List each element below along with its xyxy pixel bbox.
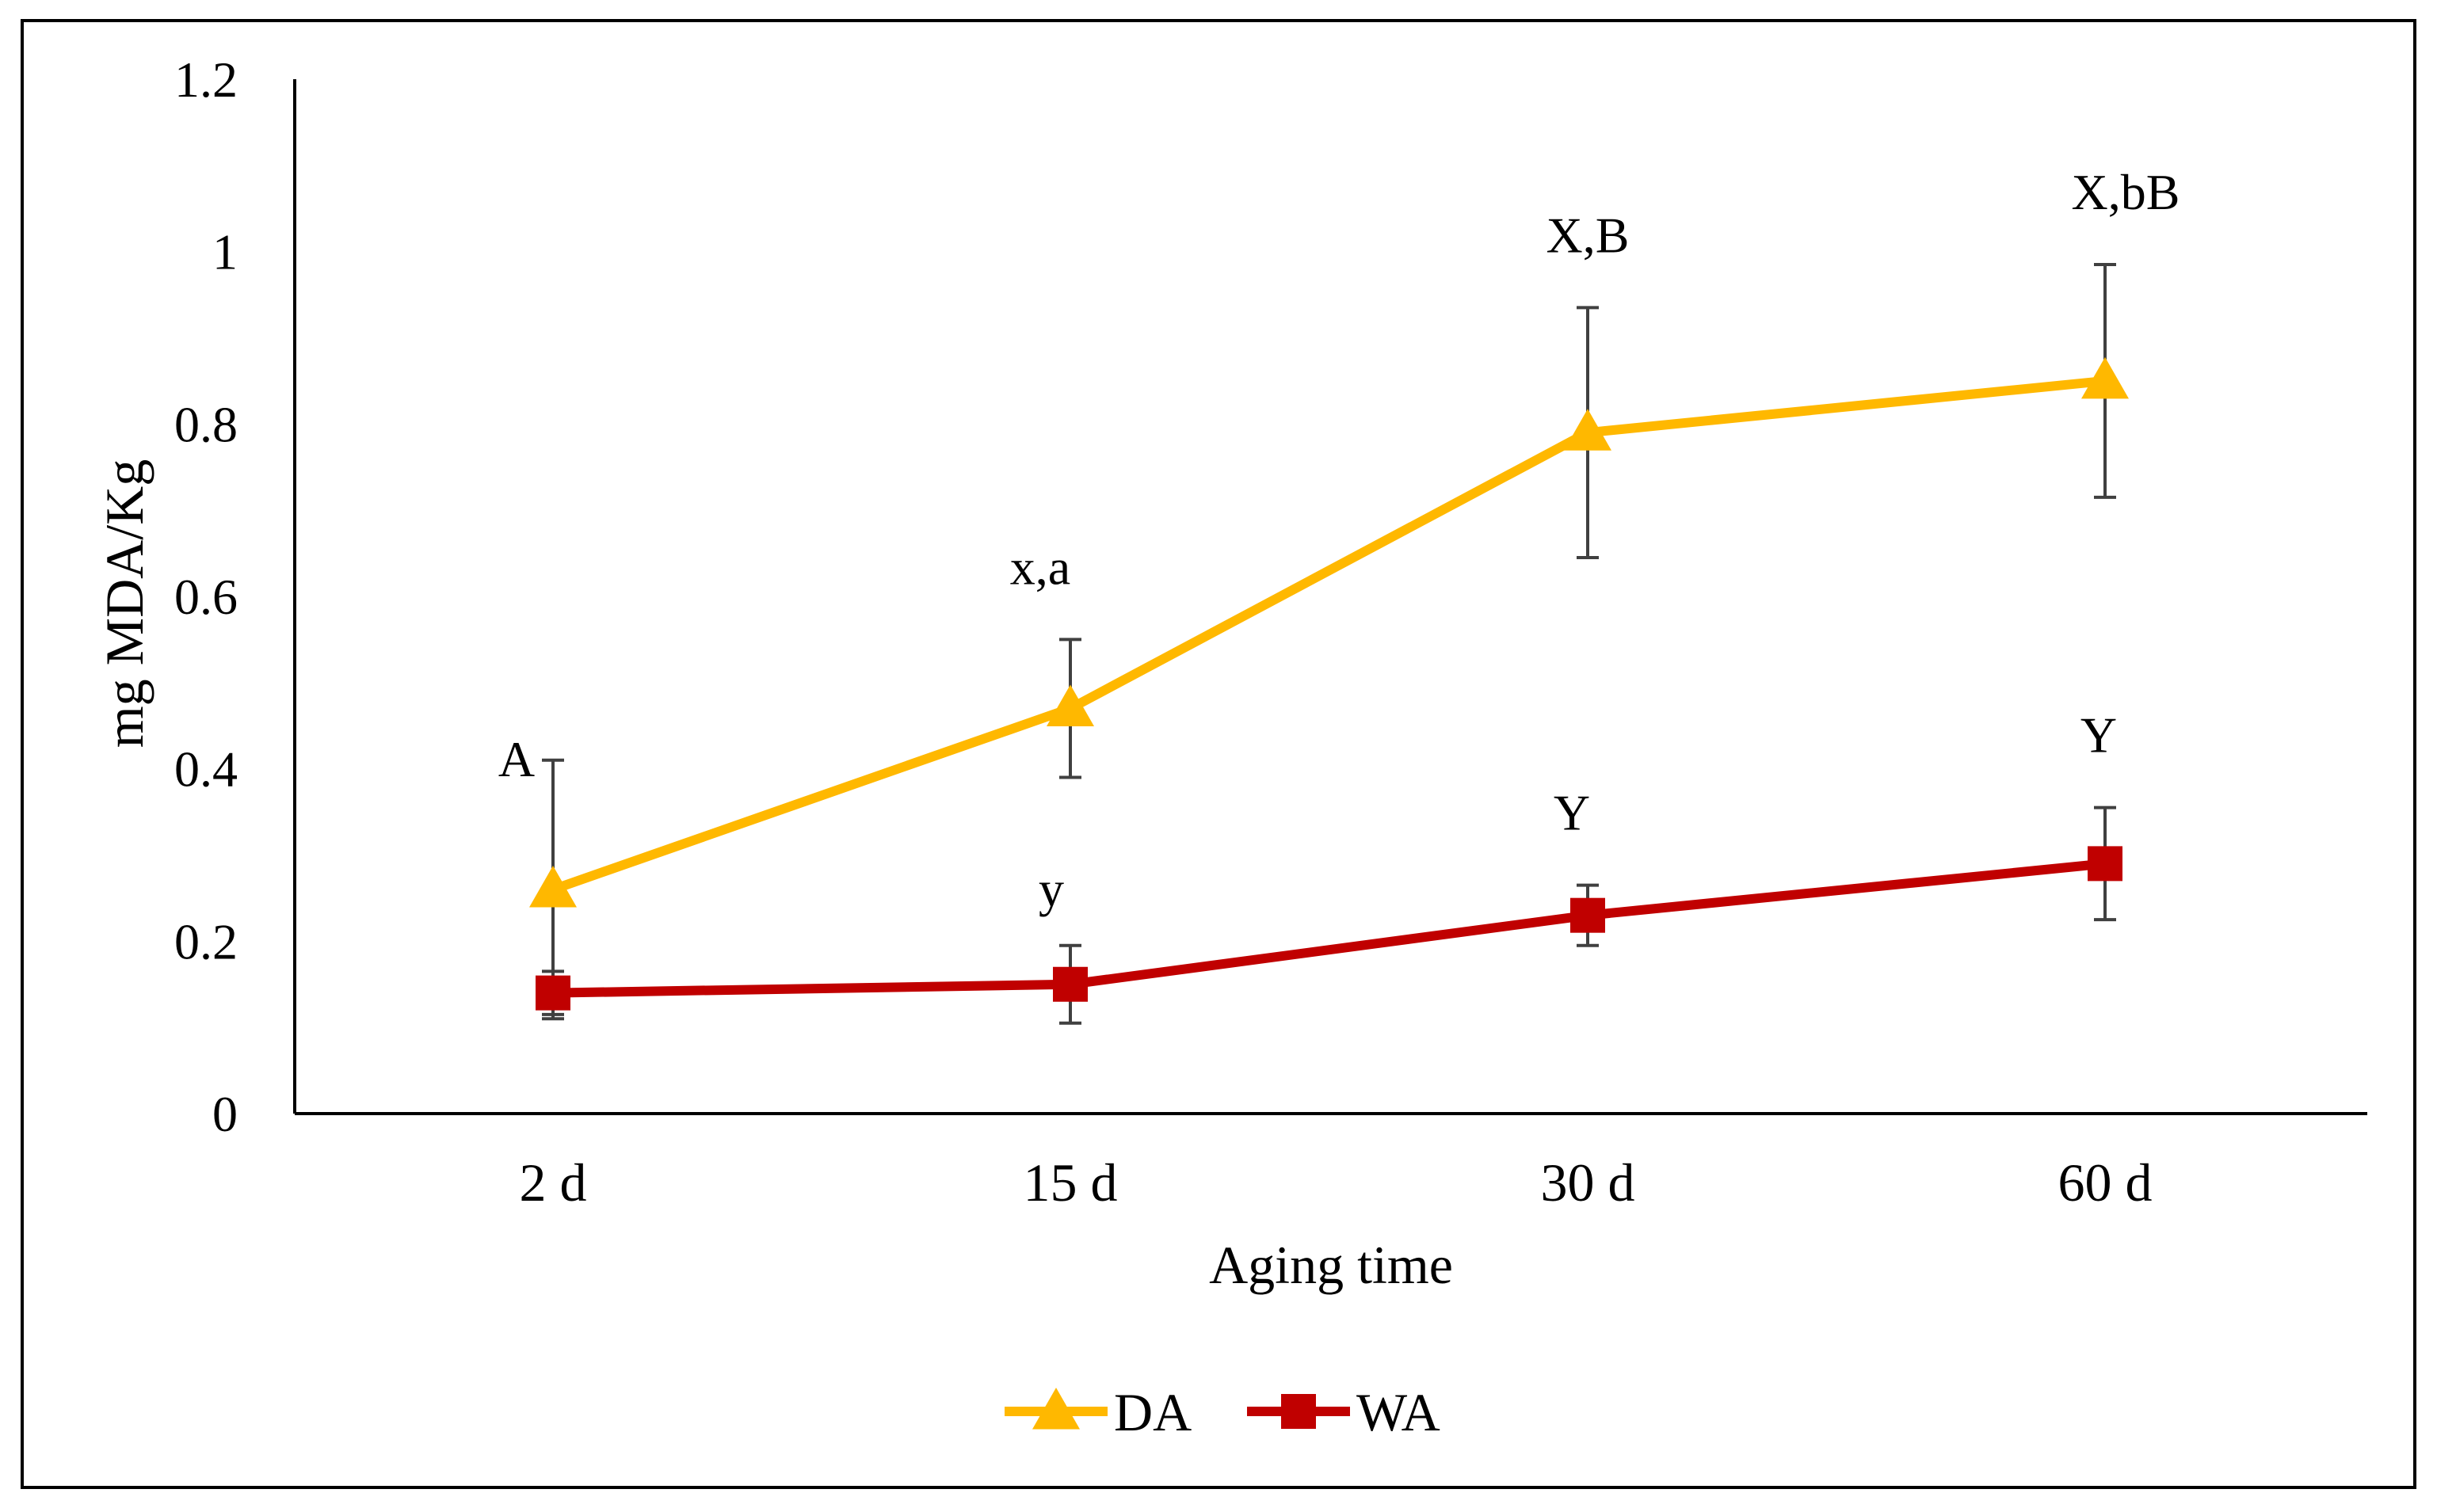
data-point-wa [1570,897,1605,933]
legend-item-da: DA [1005,1382,1192,1442]
y-tick-label: 0.4 [174,741,238,798]
y-tick-label: 0.8 [174,396,238,452]
annotation-label: x,a [1010,539,1070,595]
data-point-da [2081,356,2129,399]
x-tick-label: 2 d [520,1152,587,1213]
annotation-label: X,bB [2072,164,2180,220]
series-line-wa [548,859,2110,998]
legend: DA WA [1005,1382,1440,1442]
annotations: Ax,a X,B X,bB y Y Y [498,164,2180,917]
annotation-label: X,B [1546,207,1630,263]
axes [293,79,2367,1115]
y-axis-label: mg MDA/Kg [94,459,154,748]
x-tick-label: 60 d [2058,1152,2153,1213]
series-markers [529,356,2129,1011]
y-tick-labels: 0 0.2 0.4 0.6 0.8 1 1.2 [174,51,238,1142]
annotation-label: Y [2080,707,2117,764]
y-tick-label: 1 [212,224,238,280]
legend-marker [1032,1388,1080,1430]
legend-label: WA [1356,1382,1440,1442]
y-tick-label: 0 [212,1086,238,1142]
chart-frame [21,19,2416,1489]
data-point-wa [2088,846,2122,882]
annotation-label: A [498,731,535,787]
error-bars [542,262,2116,1025]
annotation-label: Y [1554,785,1590,841]
data-point-wa [1053,966,1088,1002]
y-tick-label: 0.6 [174,569,238,625]
series-lines [548,375,2110,998]
y-tick-label: 1.2 [174,51,238,108]
annotation-label: y [1039,861,1064,917]
data-point-da [529,866,577,908]
legend-item-wa: WA [1247,1382,1440,1442]
series-line-da [548,375,2110,895]
x-axis-label: Aging time [1209,1235,1453,1295]
data-point-wa [536,975,570,1011]
x-tick-label: 15 d [1024,1152,1118,1213]
data-point-da [1047,684,1094,726]
x-tick-label: 30 d [1541,1152,1635,1213]
legend-label: DA [1114,1382,1192,1442]
legend-marker [1281,1394,1316,1429]
y-tick-label: 0.2 [174,913,238,969]
data-point-da [1564,409,1611,451]
x-tick-labels: 2 d 15 d 30 d 60 d [520,1152,2153,1213]
